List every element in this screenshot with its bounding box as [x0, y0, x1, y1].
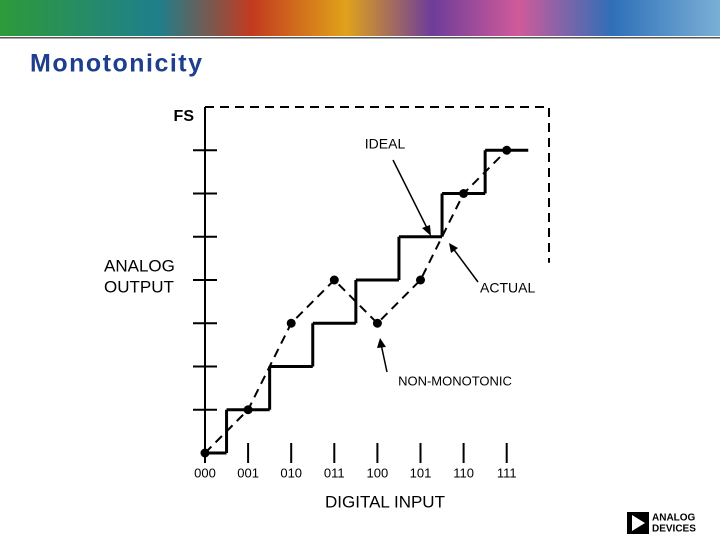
x-tick-label: 100 — [367, 465, 389, 480]
ideal-label: IDEAL — [365, 136, 406, 152]
logo-text: ANALOG — [652, 513, 696, 524]
y-tick-label: FS — [174, 108, 195, 125]
actual-point — [459, 189, 469, 198]
x-tick-label: 011 — [324, 465, 345, 480]
annotation: NON-MONOTONIC — [398, 373, 512, 388]
annotation-arrow — [380, 343, 388, 373]
x-tick-label: 101 — [410, 465, 432, 480]
logo-triangle — [632, 515, 645, 531]
x-axis-label: DIGITAL INPUT — [325, 492, 445, 511]
plot: FS ANALOG OUTPUT 000 001 010 011 100 101 110 111 DI… — [104, 106, 550, 511]
ideal-arrow — [392, 159, 429, 231]
x-tick-label: 001 — [237, 465, 259, 480]
actual-point — [502, 145, 512, 155]
y-axis-label: OUTPUT — [104, 277, 174, 296]
actual-point — [329, 275, 339, 285]
actual-point — [372, 318, 382, 328]
actual-point — [200, 448, 210, 458]
header-banner — [0, 0, 720, 36]
actual-arrowhead — [449, 243, 458, 253]
header-rule — [0, 37, 720, 39]
x-tick-label: 110 — [453, 465, 474, 480]
actual-line — [204, 149, 508, 454]
actual-point — [416, 275, 425, 285]
x-tick-label: 000 — [194, 465, 216, 480]
x-tick-label: 111 — [497, 465, 517, 480]
logo: ANALOG DEVICES — [627, 512, 696, 535]
actual-label: ACTUAL — [480, 280, 535, 296]
logo-text: DEVICES — [652, 524, 696, 535]
actual-point — [243, 405, 253, 415]
ideal-arrowhead — [422, 225, 431, 236]
full-scale-box — [205, 106, 550, 263]
annotation-arrowhead — [377, 338, 386, 348]
y-axis-label: ANALOG — [104, 256, 175, 275]
slide-title: Monotonicity — [30, 50, 204, 78]
actual-point — [286, 318, 296, 328]
actual-arrow — [451, 246, 479, 283]
x-tick-label: 010 — [280, 465, 302, 480]
